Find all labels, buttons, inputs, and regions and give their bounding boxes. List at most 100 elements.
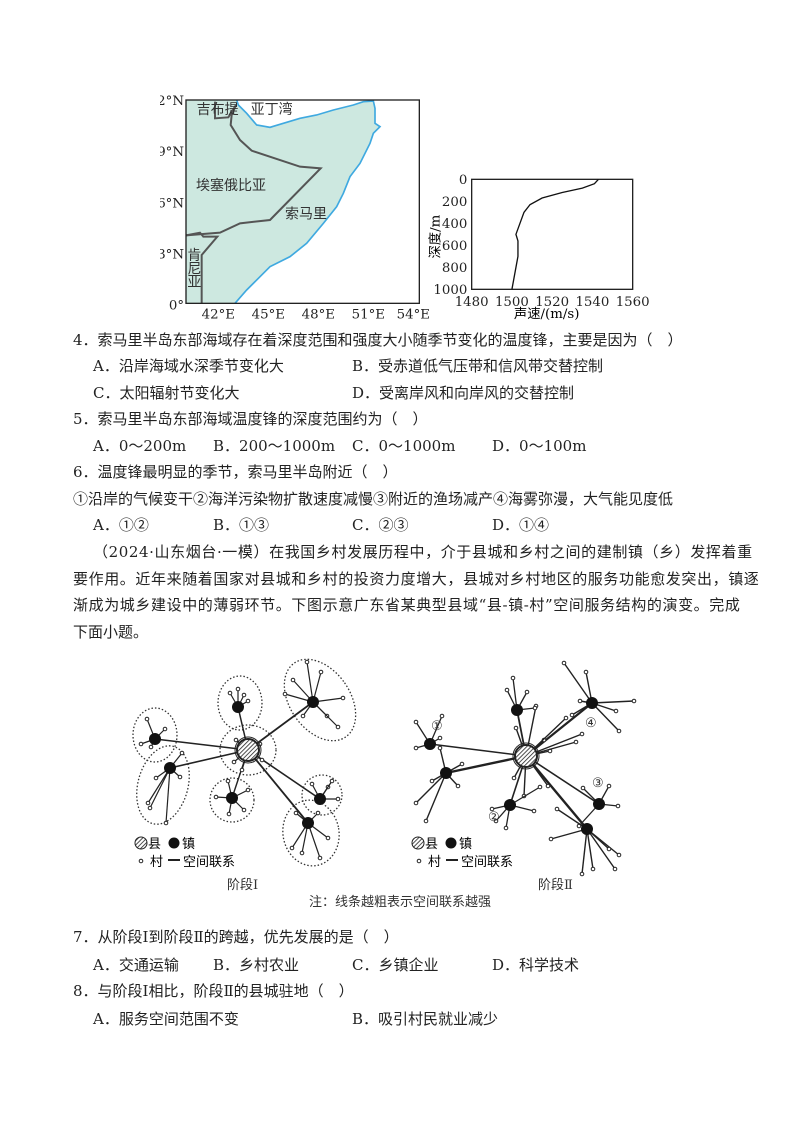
q4-option-d: D．受离岸风和向岸风的交替控制 (352, 384, 575, 402)
lat-tick: 9°N (160, 145, 184, 160)
spatial-link (525, 755, 600, 805)
village-node (532, 705, 538, 711)
service-area-boundary (136, 745, 190, 825)
county-node-ring (234, 736, 262, 764)
county-node (514, 744, 538, 768)
lon-tick: 45°E (252, 307, 285, 320)
somalia-map-and-sound-speed-chart: 吉布提 亚丁湾 埃塞俄比亚 索马里 肯 尼 亚 12°N 9°N 6°N 3°N… (160, 94, 650, 320)
map-label-gulf-of-aden: 亚丁湾 (251, 101, 293, 118)
passage-line: （2024·山东烟台·一模）在我国乡村发展历程中，介于县城和乡村之间的建制镇（乡… (93, 543, 753, 561)
q5-option-d: D．0～100m (492, 437, 587, 455)
village-legend-icon (138, 858, 144, 864)
service-area-boundary (132, 707, 178, 763)
village-node (616, 852, 622, 858)
village-node (455, 783, 461, 789)
village-legend-icon (416, 858, 422, 864)
spatial-link (591, 702, 620, 732)
spatial-link (586, 828, 616, 870)
village-node (304, 659, 310, 665)
village-node (318, 669, 324, 675)
village-node (293, 810, 299, 816)
q5-option-a: A．0～200m (93, 437, 187, 455)
town-node (307, 696, 319, 708)
x-tick-label: 1520 (535, 295, 569, 310)
diagram-note: 注：线条越粗表示空间联系越强 (309, 894, 491, 910)
village-node (459, 761, 465, 767)
x-tick-label: 1500 (495, 295, 529, 310)
village-node (579, 731, 585, 737)
service-area-boundary (301, 774, 343, 816)
town-legend-icon (168, 837, 180, 849)
question-5-stem: 5．索马里半岛东部海域温度锋的深度范围约为（ ） (73, 410, 428, 428)
village-node (235, 686, 241, 692)
town-node (593, 798, 605, 810)
village-node (493, 818, 499, 824)
legend-link: 空间联系 (461, 855, 513, 870)
service-area-boundary (219, 724, 277, 776)
passage-line: 渐成为城乡建设中的薄弱环节。下图示意广东省某典型县域“县-镇-村”空间服务结构的… (73, 596, 741, 614)
kenya-border (185, 231, 220, 304)
village-node (563, 715, 569, 721)
village-node (147, 805, 153, 811)
marker-1: ① (431, 719, 443, 734)
sound-speed-chart: 1480 1500 1520 1540 1560 0 200 400 600 800 1000 声… (427, 173, 649, 320)
village-node (548, 836, 554, 842)
village-node (225, 778, 231, 784)
village-node (606, 783, 612, 789)
q7-option-b: B．乡村农业 (213, 956, 300, 974)
spatial-link (307, 822, 321, 859)
chart-frame (470, 178, 634, 290)
spatial-link (563, 662, 593, 704)
coastline (234, 99, 382, 304)
y-tick-label: 600 (442, 239, 467, 254)
spatial-link (247, 749, 309, 824)
village-node (413, 719, 419, 725)
q6-option-b: B．①③ (213, 516, 270, 534)
service-area-boundary (209, 777, 255, 823)
village-node (590, 866, 596, 872)
village-node (239, 767, 245, 773)
map-label-kenya: 尼 (187, 261, 201, 277)
lon-tick: 42°E (202, 307, 235, 320)
village-node (309, 781, 315, 787)
village-node (245, 698, 251, 704)
village-node (315, 810, 321, 816)
spatial-link (525, 702, 593, 757)
q5-option-b: B．200～1000m (213, 437, 336, 455)
q4-option-b: B．受赤道低气压带和信风带交替控制 (352, 357, 604, 375)
village-node (561, 660, 567, 666)
somalia-map: 吉布提 亚丁湾 埃塞俄比亚 索马里 肯 尼 亚 12°N 9°N 6°N 3°N… (160, 94, 430, 320)
y-tick-label: 200 (442, 195, 467, 210)
town-node (226, 792, 238, 804)
village-node (524, 689, 530, 695)
village-node (577, 698, 583, 704)
legend-stage-2: 县 镇 村 空间联系 (411, 836, 513, 870)
town-node (440, 767, 452, 779)
county-town-village-structure-diagram: ① ② ③ ④ 县 镇 村 空间联系 县 镇 村 空间联系 阶段Ⅰ 阶段Ⅱ 注：… (132, 658, 637, 910)
sound-speed-line (511, 178, 599, 290)
map-frame (185, 99, 420, 304)
x-tick-label: 1560 (616, 295, 650, 310)
legend-stage-1: 县 镇 村 空间联系 (134, 836, 235, 870)
village-node (259, 757, 265, 763)
q7-option-a: A．交通运输 (93, 956, 179, 974)
spatial-link (445, 754, 527, 775)
map-label-djibouti: 吉布提 (197, 102, 239, 118)
village-node (226, 811, 232, 817)
village-node (616, 728, 622, 734)
spatial-link (149, 767, 171, 809)
village-node (162, 726, 168, 732)
q5-option-c: C．0～1000m (352, 437, 456, 455)
county-node (236, 738, 260, 762)
town-node (511, 704, 523, 716)
spatial-link (581, 828, 588, 875)
x-tick-label: 1540 (575, 295, 609, 310)
y-tick-label: 800 (442, 261, 467, 276)
legend-village: 村 (150, 855, 163, 870)
legend-county: 县 (425, 837, 438, 852)
spatial-link (154, 738, 249, 751)
village-node (437, 745, 443, 751)
town-node (504, 799, 516, 811)
spatial-link (429, 743, 527, 757)
q6-option-c: C．②③ (352, 516, 409, 534)
